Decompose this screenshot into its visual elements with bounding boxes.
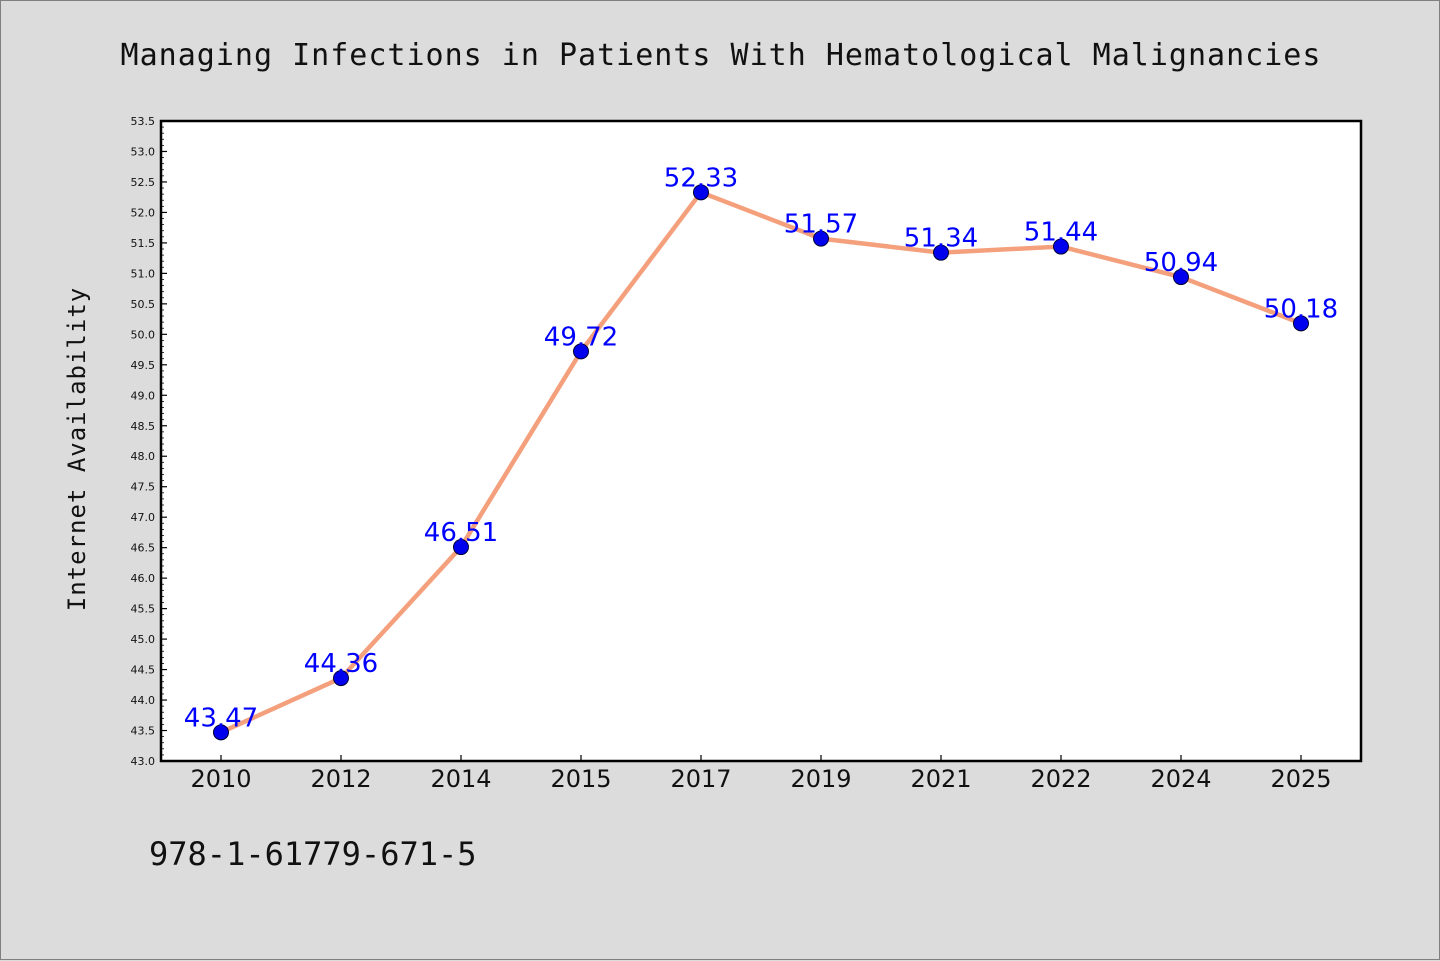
data-point bbox=[813, 230, 829, 247]
x-tick-label: 2024 bbox=[1150, 765, 1211, 793]
data-point bbox=[453, 539, 469, 556]
chart-title: Managing Infections in Patients With Hem… bbox=[121, 38, 1322, 73]
x-axis-ticks: 2010 2012 2014 2015 2017 2019 2021 2022 2024 2025 bbox=[190, 755, 1332, 793]
y-tick-label: 44.0 bbox=[131, 694, 156, 707]
data-label: 50.18 bbox=[1264, 294, 1338, 324]
y-tick-label: 48.0 bbox=[131, 450, 156, 463]
data-label: 50.94 bbox=[1144, 248, 1218, 278]
y-tick-label: 51.5 bbox=[131, 237, 156, 250]
y-tick-label: 48.5 bbox=[131, 420, 156, 433]
y-tick-label: 45.5 bbox=[131, 603, 156, 616]
data-point bbox=[693, 184, 709, 201]
y-tick-label: 52.5 bbox=[131, 176, 156, 189]
data-point bbox=[933, 244, 949, 261]
y-tick-label: 46.5 bbox=[131, 542, 156, 555]
y-tick-label: 43.0 bbox=[131, 755, 156, 768]
y-axis-ticks: 43.0 43.5 44.0 44.5 45.0 45.5 46.0 46.5 47.0 47.5… bbox=[131, 115, 167, 768]
data-labels-group: 43.47 44.36 46.51 49.72 52.33 51.57 51.34 51.44… bbox=[184, 163, 1338, 733]
data-label: 52.33 bbox=[664, 163, 738, 193]
data-label: 51.34 bbox=[904, 224, 978, 254]
y-tick-label: 51.0 bbox=[131, 267, 156, 280]
y-tick-label: 53.0 bbox=[131, 145, 156, 158]
series-line-group bbox=[213, 184, 1309, 741]
data-point bbox=[573, 343, 589, 360]
y-tick-label: 44.5 bbox=[131, 664, 156, 677]
data-point bbox=[1293, 315, 1309, 332]
data-label: 44.36 bbox=[304, 649, 378, 679]
y-tick-label: 49.0 bbox=[131, 389, 156, 402]
y-tick-label: 47.5 bbox=[131, 481, 156, 494]
data-label: 51.57 bbox=[784, 210, 858, 240]
data-label: 43.47 bbox=[184, 703, 258, 733]
data-label: 51.44 bbox=[1024, 218, 1098, 248]
y-tick-label: 50.0 bbox=[131, 328, 156, 341]
y-tick-label: 50.5 bbox=[131, 298, 156, 311]
data-label: 46.51 bbox=[424, 518, 498, 548]
y-tick-label: 43.5 bbox=[131, 725, 156, 738]
data-point bbox=[213, 724, 229, 741]
x-tick-label: 2012 bbox=[310, 765, 371, 793]
y-tick-label: 47.0 bbox=[131, 511, 156, 524]
data-point bbox=[1053, 238, 1069, 255]
data-point bbox=[333, 670, 349, 687]
series-line bbox=[218, 190, 1304, 735]
x-tick-label: 2010 bbox=[190, 765, 251, 793]
x-tick-label: 2014 bbox=[430, 765, 491, 793]
y-tick-label: 52.0 bbox=[131, 206, 156, 219]
x-tick-label: 2021 bbox=[910, 765, 971, 793]
data-point bbox=[1173, 269, 1189, 286]
x-tick-label: 2015 bbox=[550, 765, 611, 793]
data-label: 49.72 bbox=[544, 322, 618, 352]
y-tick-label: 45.0 bbox=[131, 633, 156, 646]
x-tick-label: 2025 bbox=[1270, 765, 1331, 793]
footnote-isbn: 978-1-61779-671-5 bbox=[149, 835, 477, 873]
y-tick-label: 46.0 bbox=[131, 572, 156, 585]
x-tick-label: 2019 bbox=[790, 765, 851, 793]
x-tick-label: 2022 bbox=[1030, 765, 1091, 793]
y-tick-label: 49.5 bbox=[131, 359, 156, 372]
y-axis-label: Internet Availability bbox=[63, 287, 91, 611]
x-tick-label: 2017 bbox=[670, 765, 731, 793]
y-tick-label: 53.5 bbox=[131, 115, 156, 128]
